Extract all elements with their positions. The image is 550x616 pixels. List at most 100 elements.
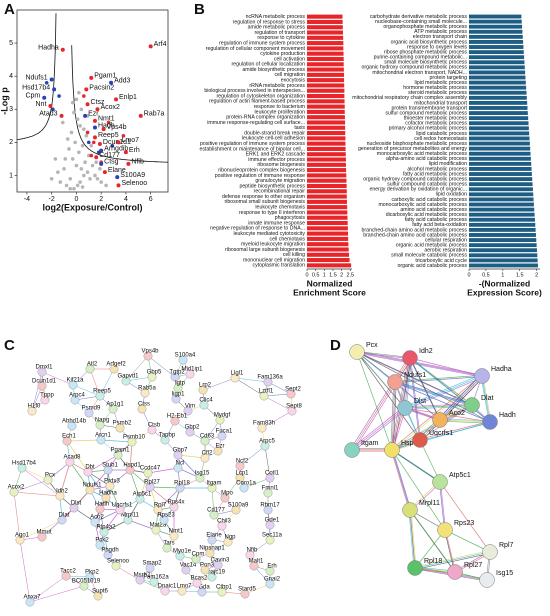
- bar: [469, 177, 533, 182]
- node: [27, 406, 37, 416]
- node-label: Mrpl11: [419, 500, 440, 507]
- node: [263, 488, 273, 498]
- node-label: Selenoo: [107, 559, 130, 565]
- category-label: electron transport chain: [413, 34, 467, 40]
- edge: [439, 419, 491, 423]
- node-label: Arpc4: [69, 393, 85, 399]
- point: [74, 163, 79, 168]
- bar: [469, 34, 523, 39]
- edge: [352, 408, 407, 452]
- x-tick-label: 0: [305, 272, 308, 278]
- x-axis-label: Expression Score): [467, 287, 542, 297]
- category-label: amino acid catabolic process: [400, 207, 467, 213]
- node: [85, 364, 95, 374]
- node: [70, 395, 80, 405]
- category-label: cell killing: [283, 252, 305, 258]
- node-label: Cotl1: [265, 471, 280, 477]
- edge: [149, 486, 175, 508]
- node-label: Fuca1: [216, 429, 233, 435]
- edge: [234, 377, 265, 397]
- node-label: Rpl18: [424, 558, 442, 565]
- node-label: Rpl27: [144, 480, 160, 486]
- bar: [469, 126, 529, 131]
- node: [95, 540, 105, 550]
- category-label: regulation of actin filament-based proce…: [209, 99, 305, 105]
- node-label: Tapbp: [159, 433, 176, 439]
- node: [169, 502, 179, 512]
- node-label: Msrb2: [134, 573, 151, 579]
- node-label: Aco2: [449, 410, 465, 417]
- node: [200, 453, 210, 463]
- category-label: lipid modification: [429, 161, 467, 167]
- edge: [356, 351, 472, 405]
- bar: [469, 65, 525, 70]
- point: [83, 113, 88, 118]
- node-label: Fam136a: [257, 375, 283, 381]
- category-label: organophosphate metabolic process: [383, 24, 467, 30]
- node-label: S100a9: [228, 503, 249, 509]
- node: [230, 373, 240, 383]
- node: [162, 543, 172, 553]
- node: [15, 535, 25, 545]
- node-label: Pon3: [200, 563, 215, 569]
- category-label: leukocyte chemotaxis: [255, 205, 305, 211]
- node: [249, 561, 259, 571]
- point: [78, 180, 82, 184]
- bar: [307, 72, 345, 77]
- bar: [307, 35, 344, 40]
- node: [83, 467, 93, 477]
- point: [69, 130, 74, 135]
- edge: [29, 575, 67, 603]
- node: [407, 560, 423, 576]
- node: [245, 550, 255, 560]
- edge: [31, 385, 43, 412]
- x-tick-label: 2: [99, 196, 103, 203]
- category-label: cell activation: [274, 56, 305, 62]
- bar: [307, 220, 348, 226]
- node-label: Stub1: [102, 463, 118, 469]
- node-label: Psmb2: [113, 421, 132, 427]
- x-axis-label: log2(Exposure/Control): [42, 202, 142, 212]
- bar: [307, 99, 345, 104]
- point: [95, 176, 100, 181]
- category-label: myeloid leukocyte migration: [241, 242, 305, 248]
- node: [215, 415, 225, 425]
- bar: [307, 205, 348, 210]
- node: [115, 505, 125, 515]
- point: [64, 183, 69, 188]
- point: [85, 170, 90, 174]
- edge: [21, 467, 61, 497]
- point-label: Vps4b: [107, 124, 127, 131]
- point: [82, 173, 86, 178]
- node-label: Ctsb: [148, 423, 161, 429]
- node: [84, 408, 94, 418]
- node: [85, 572, 95, 582]
- node-label: Arfgef2: [106, 362, 126, 368]
- node-label: Fam83h: [253, 421, 275, 427]
- edge: [264, 445, 271, 479]
- node-label: Kif21a: [66, 378, 84, 384]
- node-label: Cd63: [200, 434, 215, 440]
- node-label: Ptp4a2: [96, 525, 116, 531]
- edge: [392, 451, 412, 512]
- node-label: Rps23: [454, 520, 474, 527]
- point: [68, 176, 73, 181]
- bar: [469, 55, 525, 60]
- point: [74, 97, 79, 102]
- category-label: fatty acid metabolic process: [403, 171, 467, 177]
- edge: [103, 509, 121, 533]
- category-label: phagocytosis: [275, 215, 306, 221]
- node: [384, 442, 400, 458]
- point-label: Rab7a: [144, 111, 165, 118]
- bar: [307, 162, 346, 167]
- node-label: Ncl: [176, 461, 185, 467]
- node: [235, 473, 245, 483]
- node-label: Llgl1: [231, 371, 244, 377]
- node: [178, 355, 188, 365]
- node: [40, 395, 50, 405]
- node: [170, 416, 180, 426]
- node-label: Igtp: [175, 381, 186, 387]
- point: [85, 102, 90, 107]
- edge: [19, 539, 31, 603]
- edge: [409, 357, 440, 420]
